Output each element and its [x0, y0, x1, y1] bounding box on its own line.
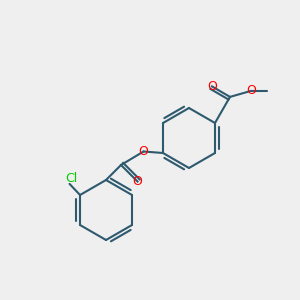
Text: Cl: Cl [65, 172, 77, 185]
Text: O: O [139, 145, 148, 158]
Text: O: O [133, 175, 142, 188]
Text: O: O [207, 80, 217, 93]
Text: O: O [246, 84, 256, 98]
